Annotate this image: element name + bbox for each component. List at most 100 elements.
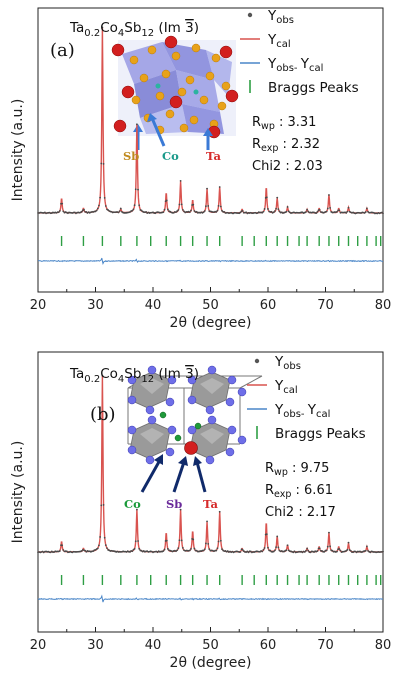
title-element: Co: [100, 366, 118, 382]
legend-main: Y: [307, 402, 317, 418]
observed-point: [80, 550, 83, 552]
stat-subscript: wp: [261, 121, 275, 132]
x-tick-label: 60: [260, 298, 277, 313]
observed-point: [99, 196, 101, 199]
fit-statistic: Chi2 : 2.03: [252, 159, 323, 174]
observed-point: [346, 210, 349, 213]
observed-point: [162, 211, 165, 214]
observed-point: [102, 162, 105, 165]
atom-label: Ta: [206, 149, 221, 163]
observed-point: [132, 208, 135, 211]
fit-statistic: Rwp : 9.75: [265, 461, 329, 478]
x-axis-label: 2θ (degree): [170, 315, 252, 331]
observed-point: [137, 188, 139, 191]
fit-statistic: Chi2 : 2.17: [265, 505, 336, 520]
legend-main: Y: [267, 8, 277, 24]
observed-point: [134, 540, 137, 543]
observed-point: [239, 551, 242, 553]
title-element: Sb: [124, 366, 141, 382]
observed-point: [163, 548, 166, 551]
observed-point: [382, 212, 384, 215]
space-group-bar: 3: [185, 20, 194, 36]
legend-text: Braggs Peaks: [275, 426, 366, 442]
observed-point: [57, 211, 60, 214]
observed-point: [316, 550, 319, 552]
observed-point: [188, 549, 191, 552]
observed-point: [265, 533, 268, 535]
observed-point: [262, 210, 265, 213]
observed-point: [190, 209, 192, 212]
observed-point: [101, 374, 104, 377]
observed-point: [219, 539, 222, 542]
title-subscript: 12: [141, 374, 154, 385]
observed-point: [178, 203, 181, 206]
observed-point: [336, 550, 338, 553]
stat-symbol: Chi2: [265, 505, 294, 520]
observed-point: [262, 548, 265, 551]
crystal-structure-image: [127, 365, 263, 493]
observed-point: [104, 205, 107, 207]
y-axis-label: Intensity (a.u.): [10, 441, 26, 544]
panel-a: 20 30 40 50 60 70 80 2θ (degree) Intensity (a.u.…: [10, 7, 391, 331]
legend-marker-dot: [254, 358, 260, 364]
fit-statistic: Rexp : 2.32: [252, 137, 320, 154]
observed-point: [190, 547, 192, 550]
title-subscript: 4: [118, 28, 124, 39]
observed-point: [306, 547, 308, 550]
panel-label: (b): [90, 404, 116, 425]
space-group-bar: 3: [185, 366, 194, 382]
observed-point: [103, 536, 106, 539]
difference-line: [37, 594, 383, 603]
observed-point: [92, 550, 95, 553]
observed-point: [58, 550, 61, 552]
atom-label: Co: [124, 497, 141, 511]
panel-b: 20 30 40 50 60 70 80 2θ (degree) Intensity (a.u.…: [10, 351, 391, 671]
observed-point: [193, 547, 196, 550]
observed-point: [61, 544, 64, 547]
title-element: Ta: [69, 20, 84, 36]
observed-point: [162, 550, 165, 552]
observed-point: [336, 210, 338, 213]
x-tick-label: 50: [202, 638, 219, 653]
x-tick-label: 20: [30, 638, 47, 653]
observed-point: [167, 208, 169, 211]
observed-point: [177, 209, 180, 211]
observed-point: [267, 546, 269, 549]
observed-point: [58, 209, 61, 212]
stat-subscript: exp: [261, 143, 278, 154]
legend-subscript: obs: [276, 15, 294, 26]
observed-point: [165, 199, 168, 202]
observed-point: [278, 210, 281, 213]
observed-point: [325, 549, 328, 552]
observed-point: [347, 206, 350, 209]
observed-point: [180, 539, 183, 542]
title-subscript: 0.2: [84, 374, 100, 385]
observed-point: [328, 194, 330, 196]
legend-main: Y: [274, 402, 284, 418]
observed-point: [286, 206, 289, 208]
observed-point: [293, 550, 296, 553]
observed-point: [96, 207, 99, 210]
observed-point: [206, 520, 208, 523]
observed-point: [140, 209, 143, 212]
observed-point: [163, 208, 166, 211]
x-tick-label: 40: [145, 638, 162, 653]
observed-point: [95, 209, 98, 212]
observed-point: [245, 211, 248, 214]
observed-point: [241, 548, 244, 551]
title-element: Co: [100, 20, 118, 36]
observed-point: [179, 508, 182, 511]
observed-point: [208, 548, 211, 551]
observed-point: [216, 209, 219, 212]
observed-point: [221, 209, 223, 212]
observed-point: [215, 549, 218, 552]
observed-point: [206, 187, 208, 190]
observed-point: [259, 550, 261, 553]
observed-point: [217, 540, 220, 543]
observed-point: [215, 211, 218, 213]
legend-main: Y: [267, 56, 277, 72]
x-tick-label: 20: [30, 298, 47, 313]
observed-point: [345, 212, 348, 214]
legend-label: Yobs- Ycal: [267, 56, 323, 74]
observed-point: [364, 211, 367, 213]
